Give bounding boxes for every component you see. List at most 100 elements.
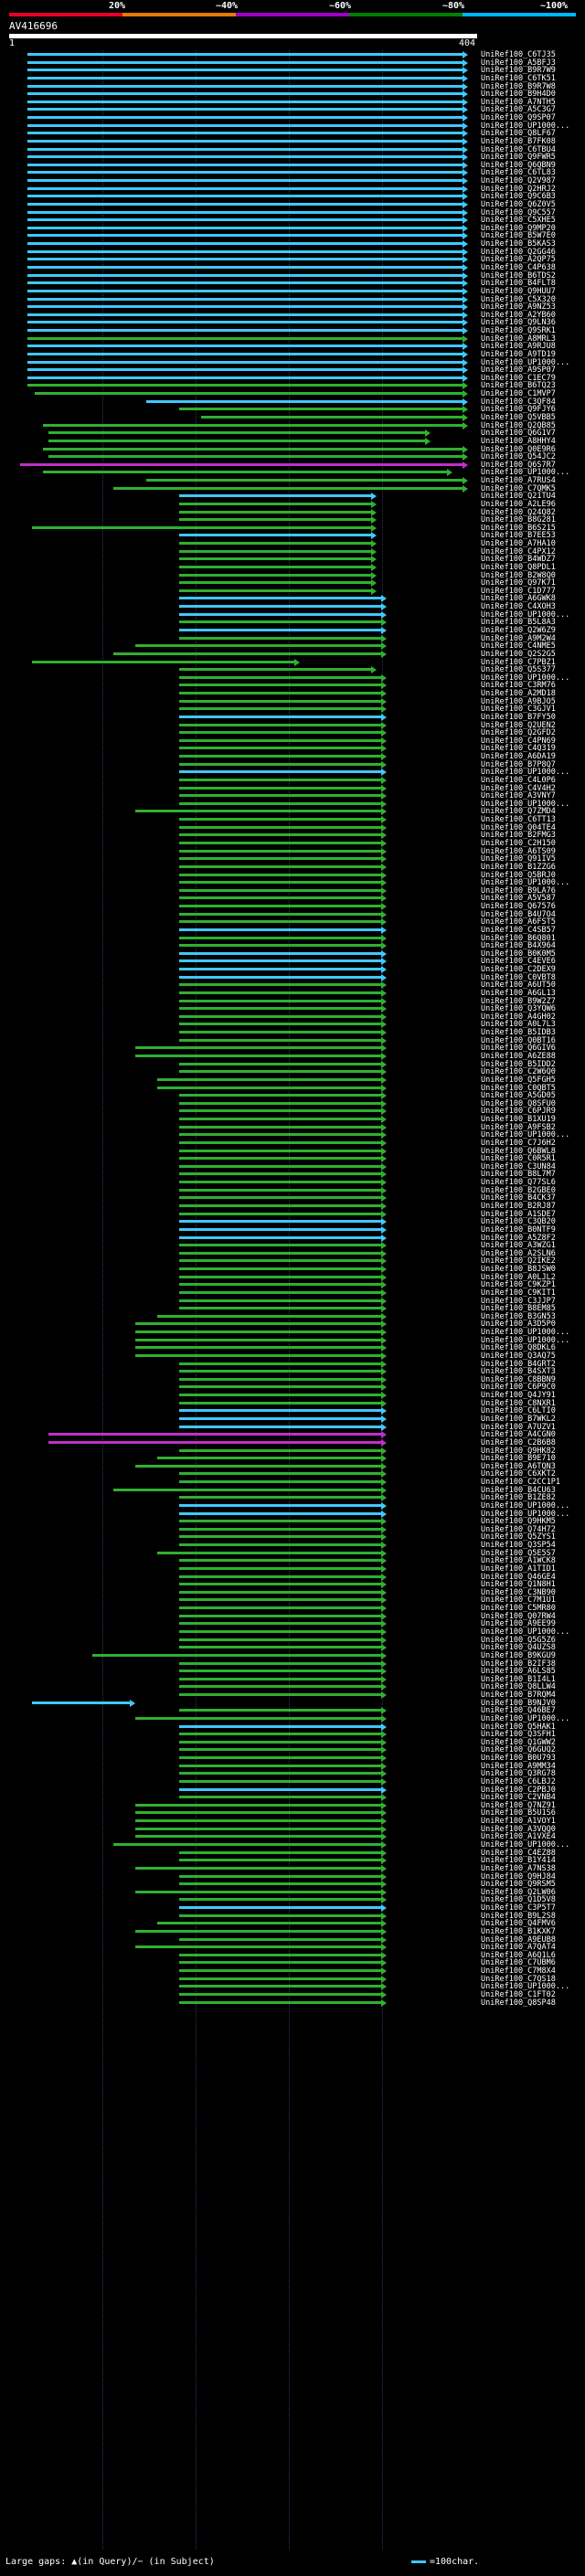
hit-row[interactable]: UniRef100_Q9LN36	[0, 318, 585, 327]
hit-row[interactable]: UniRef100_C4P638	[0, 263, 585, 272]
hit-alignment-line[interactable]	[135, 1803, 384, 1807]
hit-alignment-line[interactable]	[179, 534, 373, 537]
hit-alignment-line[interactable]	[179, 936, 384, 939]
hit-alignment-line[interactable]	[27, 249, 464, 253]
hit-id-link[interactable]: UniRef100_A6GL13	[481, 988, 556, 998]
hit-row[interactable]: UniRef100_B7FY50	[0, 713, 585, 722]
hit-alignment-line[interactable]	[179, 1448, 384, 1452]
hit-id-link[interactable]: UniRef100_B5W7E0	[481, 231, 556, 241]
hit-alignment-line[interactable]	[27, 210, 464, 214]
hit-alignment-line[interactable]	[179, 1748, 384, 1752]
hit-alignment-line[interactable]	[179, 612, 384, 616]
hit-row[interactable]: UniRef100_B1Y414	[0, 1856, 585, 1865]
hit-row[interactable]: UniRef100_Q9C557	[0, 208, 585, 217]
hit-alignment-line[interactable]	[27, 116, 464, 120]
hit-id-link[interactable]: UniRef100_Q2GFD2	[481, 728, 556, 738]
hit-id-link[interactable]: UniRef100_A1VOY1	[481, 1817, 556, 1827]
hit-row[interactable]: UniRef100_Q4UZS8	[0, 1643, 585, 1652]
hit-alignment-line[interactable]	[20, 462, 464, 466]
hit-row[interactable]: UniRef100_UP1000...	[0, 1627, 585, 1637]
hit-alignment-line[interactable]	[157, 1314, 384, 1318]
hit-alignment-line[interactable]	[179, 1693, 384, 1697]
hit-row[interactable]: UniRef100_A6DA19	[0, 752, 585, 761]
hit-alignment-line[interactable]	[179, 1023, 384, 1026]
hit-id-link[interactable]: UniRef100_C4NME5	[481, 641, 556, 652]
hit-alignment-line[interactable]	[27, 60, 464, 64]
hit-row[interactable]: UniRef100_C4NME5	[0, 641, 585, 651]
hit-alignment-line[interactable]	[179, 597, 384, 600]
hit-alignment-line[interactable]	[179, 1251, 384, 1255]
hit-id-link[interactable]: UniRef100_B7RQM4	[481, 1691, 556, 1701]
hit-alignment-line[interactable]	[179, 1275, 384, 1278]
hit-alignment-line[interactable]	[179, 968, 384, 971]
hit-alignment-line[interactable]	[179, 668, 373, 672]
hit-row[interactable]: UniRef100_C2W6Q0	[0, 1067, 585, 1076]
hit-row[interactable]: UniRef100_Q5VBB5	[0, 413, 585, 422]
hit-id-link[interactable]: UniRef100_C2B6B8	[481, 1437, 556, 1447]
hit-id-link[interactable]: UniRef100_Q2LW06	[481, 1887, 556, 1897]
hit-id-link[interactable]: UniRef100_A5C3G7	[481, 105, 556, 115]
hit-row[interactable]: UniRef100_A6LS85	[0, 1667, 585, 1676]
hit-alignment-line[interactable]	[179, 983, 384, 987]
hit-id-link[interactable]: UniRef100_A3D5P0	[481, 1320, 556, 1330]
hit-alignment-line[interactable]	[179, 1416, 384, 1420]
hit-row[interactable]: UniRef100_B9L2S8	[0, 1912, 585, 1921]
hit-id-link[interactable]: UniRef100_C4L0P6	[481, 775, 556, 785]
hit-id-link[interactable]: UniRef100_B6TQ23	[481, 381, 556, 391]
hit-row[interactable]: UniRef100_B6TQ23	[0, 381, 585, 390]
hit-id-link[interactable]: UniRef100_UP1000...	[481, 1627, 570, 1637]
hit-id-link[interactable]: UniRef100_Q6BWL8	[481, 1146, 556, 1156]
hit-id-link[interactable]: UniRef100_Q5FGH5	[481, 1075, 556, 1085]
hit-row[interactable]: UniRef100_Q1D5V8	[0, 1895, 585, 1904]
hit-row[interactable]: UniRef100_C6LBJ2	[0, 1777, 585, 1786]
hit-alignment-line[interactable]	[179, 1724, 384, 1728]
hit-id-link[interactable]: UniRef100_C2CC1P1	[481, 1478, 560, 1488]
hit-row[interactable]: UniRef100_C3NB90	[0, 1588, 585, 1597]
hit-row[interactable]: UniRef100_Q6BWL8	[0, 1147, 585, 1156]
hit-alignment-line[interactable]	[91, 1653, 384, 1657]
hit-row[interactable]: UniRef100_C7M8X4	[0, 1966, 585, 1976]
hit-id-link[interactable]: UniRef100_B4FLT8	[481, 279, 556, 289]
hit-alignment-line[interactable]	[179, 1511, 384, 1515]
hit-row[interactable]: UniRef100_C0VBT8	[0, 973, 585, 982]
hit-id-link[interactable]: UniRef100_B3GN53	[481, 1311, 556, 1321]
hit-alignment-line[interactable]	[179, 1370, 384, 1373]
hit-id-link[interactable]: UniRef100_Q8LLW4	[481, 1682, 556, 1692]
hit-row[interactable]: UniRef100_C5X320	[0, 295, 585, 304]
hit-id-link[interactable]: UniRef100_B9R7W9	[481, 66, 556, 76]
hit-alignment-line[interactable]	[135, 644, 384, 648]
hit-row[interactable]: UniRef100_C3P5T7	[0, 1903, 585, 1913]
hit-id-link[interactable]: UniRef100_A6DA19	[481, 752, 556, 762]
hit-row[interactable]: UniRef100_Q8PDL1	[0, 563, 585, 572]
hit-alignment-line[interactable]	[179, 951, 384, 955]
hit-alignment-line[interactable]	[179, 1125, 384, 1129]
hit-alignment-line[interactable]	[179, 1992, 384, 1996]
hit-alignment-line[interactable]	[27, 234, 464, 238]
hit-row[interactable]: UniRef100_A3D5P0	[0, 1320, 585, 1329]
hit-row[interactable]: UniRef100_C6TBU4	[0, 145, 585, 154]
hit-id-link[interactable]: UniRef100_Q9LN36	[481, 318, 556, 328]
hit-row[interactable]: UniRef100_UP1000...	[0, 1501, 585, 1511]
hit-id-link[interactable]: UniRef100_Q6Z0V5	[481, 199, 556, 209]
hit-alignment-line[interactable]	[48, 455, 464, 459]
hit-row[interactable]: UniRef100_C4PN69	[0, 737, 585, 746]
hit-row[interactable]: UniRef100_B9W2Z7	[0, 997, 585, 1006]
hit-id-link[interactable]: UniRef100_C1EC79	[481, 373, 556, 383]
hit-id-link[interactable]: UniRef100_UP1000...	[481, 1713, 570, 1723]
hit-alignment-line[interactable]	[179, 1590, 384, 1594]
hit-row[interactable]: UniRef100_B8L7M7	[0, 1170, 585, 1179]
hit-row[interactable]: UniRef100_B9NJV0	[0, 1699, 585, 1708]
hit-id-link[interactable]: UniRef100_A8MRL3	[481, 334, 556, 344]
hit-id-link[interactable]: UniRef100_C6TL83	[481, 168, 556, 178]
hit-row[interactable]: UniRef100_UP1000...	[0, 800, 585, 809]
hit-id-link[interactable]: UniRef100_C5MR80	[481, 1604, 556, 1614]
hit-alignment-line[interactable]	[179, 912, 384, 916]
hit-id-link[interactable]: UniRef100_B4U7O4	[481, 909, 556, 919]
hit-id-link[interactable]: UniRef100_C5XHE5	[481, 216, 556, 226]
hit-alignment-line[interactable]	[179, 1740, 384, 1744]
hit-row[interactable]: UniRef100_A2MD18	[0, 689, 585, 698]
hit-alignment-line[interactable]	[179, 991, 384, 994]
hit-row[interactable]: UniRef100_B3GN53	[0, 1312, 585, 1321]
hit-row[interactable]: UniRef100_UP1000...	[0, 878, 585, 887]
hit-id-link[interactable]: UniRef100_B5L8A3	[481, 618, 556, 628]
